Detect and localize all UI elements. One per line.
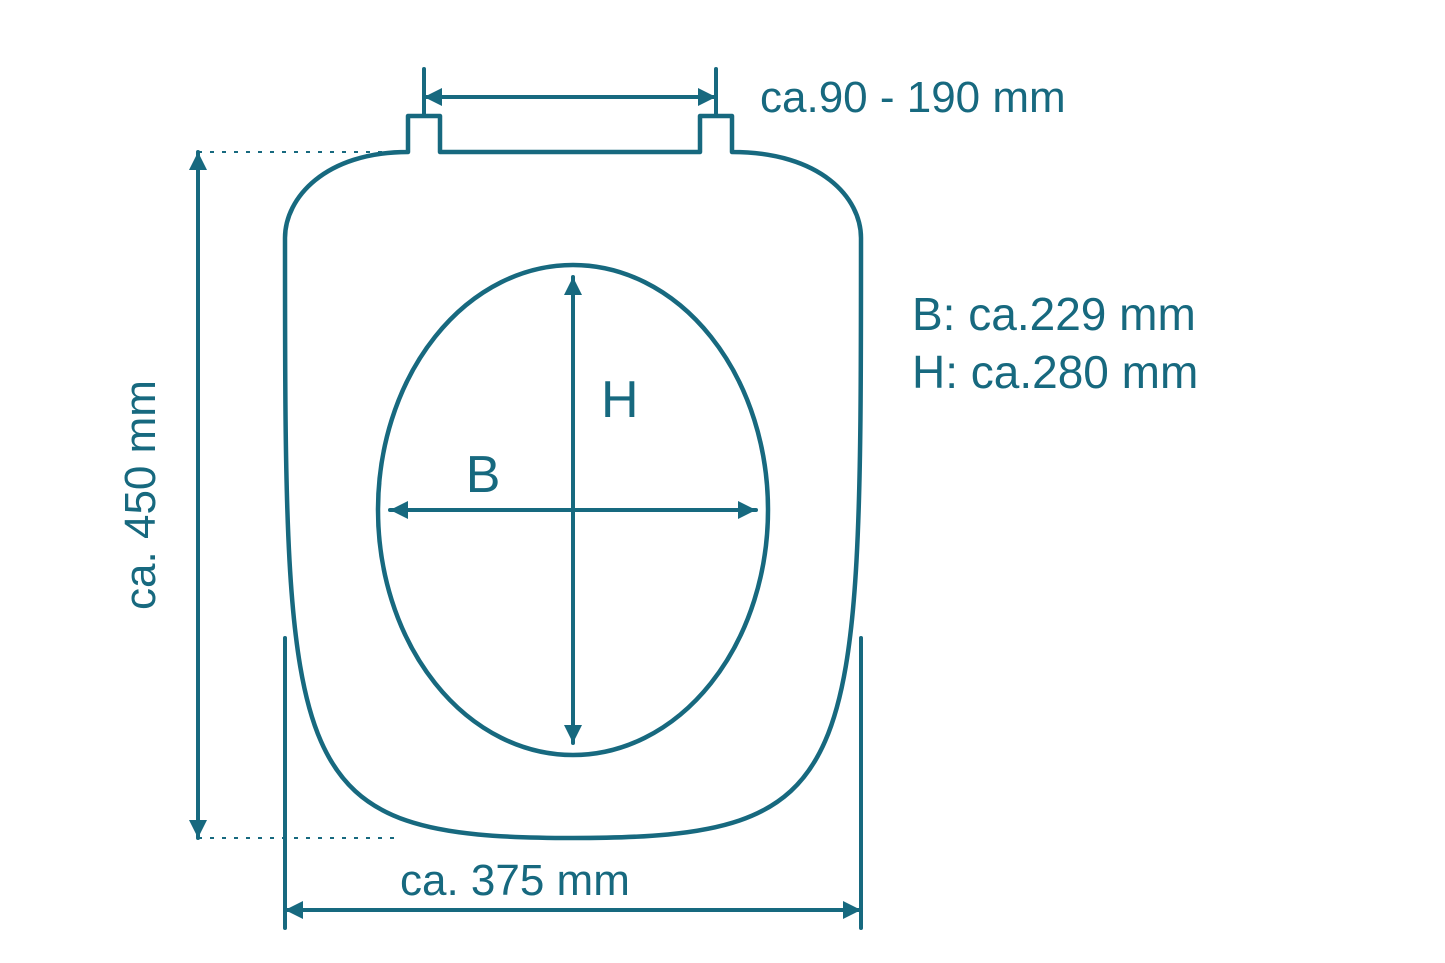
side-label-b: B: ca.229 mm (912, 288, 1196, 340)
width-dimension-label: ca. 375 mm (400, 856, 630, 905)
inner-height-label: H (601, 371, 639, 429)
hinge-dimension-label: ca.90 - 190 mm (760, 73, 1066, 122)
side-label-h: H: ca.280 mm (912, 346, 1198, 398)
height-dimension-label: ca. 450 mm (116, 380, 165, 610)
inner-width-label: B (466, 446, 501, 504)
